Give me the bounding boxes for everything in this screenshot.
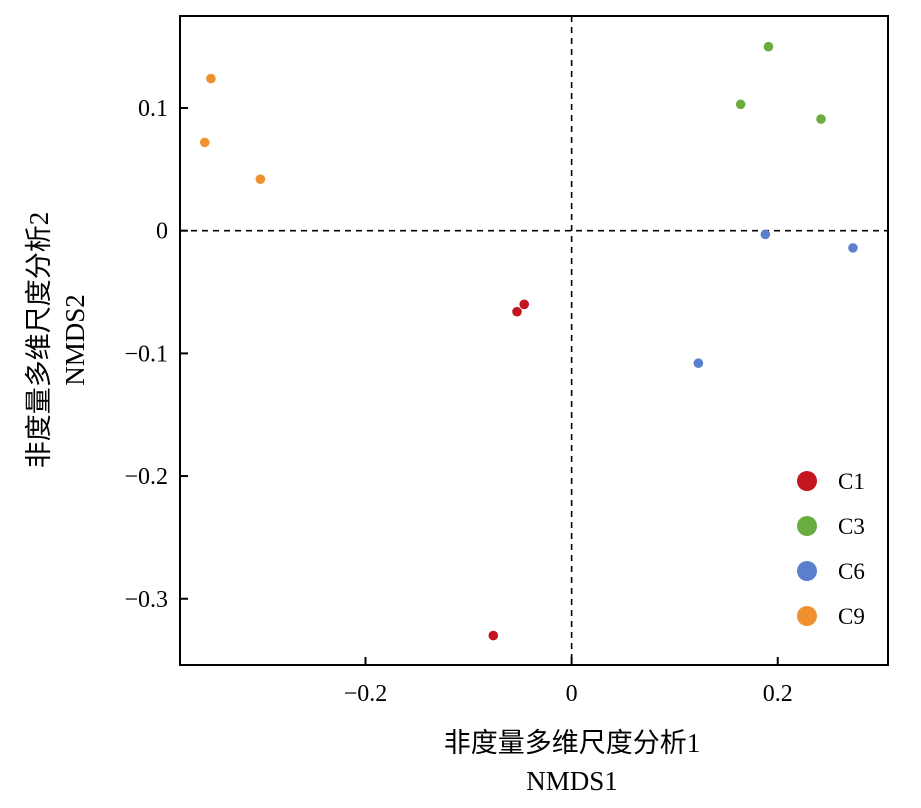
data-point-c9 bbox=[206, 73, 216, 84]
data-point-c6 bbox=[760, 229, 771, 240]
x-tick-label: −0.2 bbox=[344, 681, 388, 707]
legend-marker-c1 bbox=[797, 471, 817, 491]
data-point-c1 bbox=[512, 306, 522, 317]
x-tick-label: 0 bbox=[566, 681, 578, 707]
y-tick-label: −0.2 bbox=[124, 464, 168, 490]
y-axis-label: 非度量多维尺度分析2 bbox=[24, 212, 54, 469]
x-axis-sublabel: NMDS1 bbox=[526, 766, 618, 796]
legend-marker-c3 bbox=[797, 516, 817, 536]
x-axis-label: 非度量多维尺度分析1 bbox=[444, 728, 701, 758]
data-point-c3 bbox=[735, 99, 746, 110]
legend-marker-c9 bbox=[797, 606, 817, 626]
y-tick-label: 0.1 bbox=[138, 96, 168, 122]
y-tick-label: −0.1 bbox=[124, 341, 168, 367]
legend-label-c3: C3 bbox=[838, 514, 865, 539]
data-point-c1 bbox=[519, 299, 530, 310]
legend-label-c9: C9 bbox=[838, 604, 865, 629]
x-tick-label: 0.2 bbox=[763, 681, 793, 707]
data-point-c6 bbox=[848, 243, 858, 253]
data-point-c9 bbox=[199, 137, 210, 148]
data-point-c1 bbox=[488, 630, 499, 641]
plot-frame bbox=[179, 15, 889, 666]
y-tick-label: −0.3 bbox=[124, 587, 168, 613]
legend-label-c1: C1 bbox=[838, 469, 865, 494]
data-point-c3 bbox=[816, 114, 826, 124]
data-point-c6 bbox=[693, 358, 704, 368]
legend-label-c6: C6 bbox=[838, 559, 865, 584]
data-point-c3 bbox=[763, 41, 774, 52]
y-axis-sublabel: NMDS2 bbox=[60, 294, 90, 386]
legend-marker-c6 bbox=[797, 561, 817, 581]
data-point-c9 bbox=[255, 174, 266, 184]
y-tick-label: 0 bbox=[156, 219, 168, 245]
